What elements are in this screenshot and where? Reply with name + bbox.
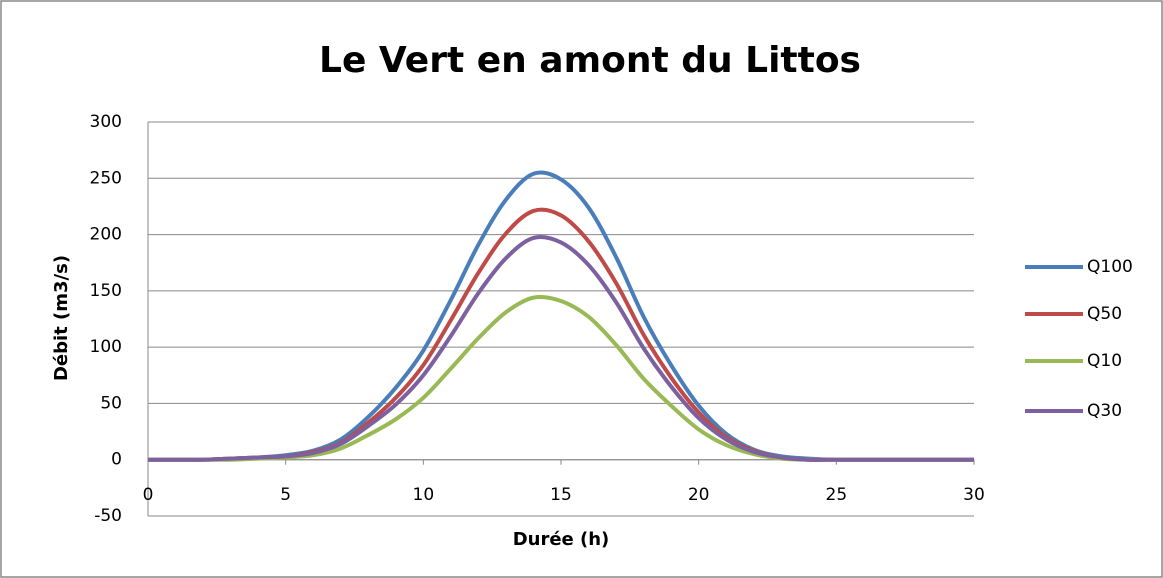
- legend-label: Q50: [1087, 304, 1122, 324]
- chart-title: Le Vert en amont du Littos: [319, 40, 861, 81]
- y-tick-label: 200: [90, 225, 122, 245]
- x-axis-label: Durée (h): [513, 529, 610, 550]
- legend-label: Q10: [1087, 351, 1122, 371]
- y-tick-label: 250: [90, 168, 122, 188]
- y-tick-label: 150: [90, 281, 122, 301]
- x-tick-label: 20: [688, 485, 710, 505]
- x-tick-label: 30: [963, 485, 985, 505]
- x-tick-label: 10: [413, 485, 435, 505]
- y-tick-label: 0: [111, 450, 122, 470]
- x-tick-label: 0: [143, 485, 154, 505]
- y-axis-label: Débit (m3/s): [51, 255, 72, 381]
- x-tick-label: 5: [280, 485, 291, 505]
- y-tick-label: 100: [90, 337, 122, 357]
- y-tick-label: 300: [90, 112, 122, 132]
- y-tick-label: -50: [94, 506, 122, 526]
- series-line: [147, 234, 974, 462]
- x-tick-label: 15: [550, 485, 572, 505]
- legend-label: Q30: [1087, 401, 1122, 421]
- legend-label: Q100: [1087, 257, 1133, 277]
- x-tick-label: 25: [826, 485, 848, 505]
- y-tick-label: 50: [100, 393, 122, 413]
